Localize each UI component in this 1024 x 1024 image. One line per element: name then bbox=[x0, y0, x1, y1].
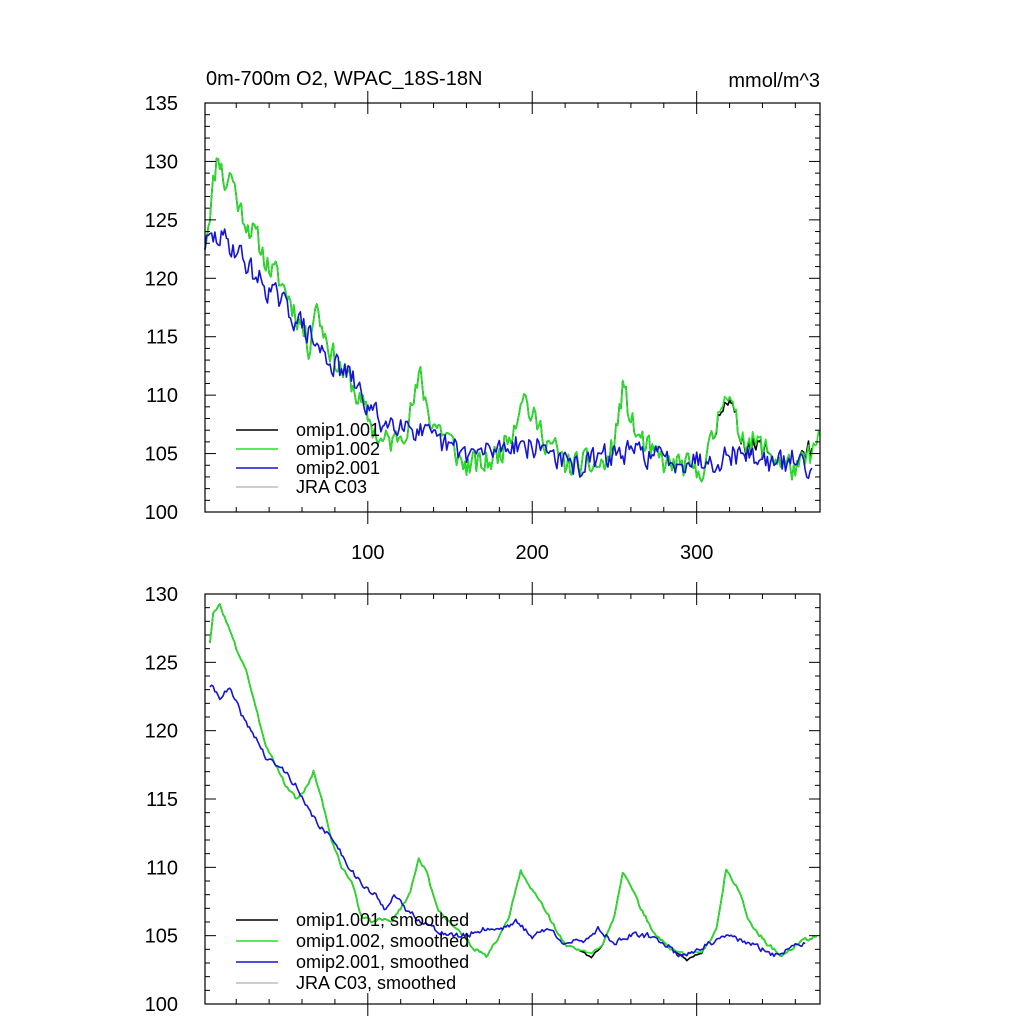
y-tick-label: 110 bbox=[146, 385, 178, 407]
y-tick-label: 135 bbox=[145, 93, 178, 115]
series-line-omip1-001-smoothed bbox=[209, 603, 817, 962]
series-line-omip2-001-smoothed bbox=[209, 684, 806, 958]
y-tick-label: 130 bbox=[145, 584, 178, 606]
legend-label: omip1.002, smoothed bbox=[296, 931, 469, 951]
top-axis-ticks: 100 105 110 115 120 125 130 135 100 200 300 bbox=[145, 91, 820, 564]
series-line-omip1-002-smoothed bbox=[209, 603, 817, 958]
top-series-layer bbox=[204, 157, 821, 483]
bottom-plot-frame bbox=[204, 593, 821, 1005]
y-tick-label: 100 bbox=[145, 994, 178, 1016]
y-tick-label: 105 bbox=[145, 926, 178, 948]
bottom-panel: 100 105 110 115 120 125 130 omip1.001, smoothe… bbox=[145, 582, 821, 1016]
legend-label: omip2.001 bbox=[296, 458, 380, 478]
y-tick-label: 125 bbox=[145, 652, 178, 674]
legend-label: omip1.002 bbox=[296, 439, 380, 459]
y-tick-label: 120 bbox=[145, 721, 178, 743]
y-tick-label: 100 bbox=[145, 502, 178, 524]
series-line-omip1-002 bbox=[204, 157, 821, 483]
legend-label: omip1.001, smoothed bbox=[296, 910, 469, 930]
bottom-series-layer bbox=[209, 603, 817, 962]
top-panel-units: mmol/m^3 bbox=[728, 70, 820, 92]
x-tick-label: 200 bbox=[516, 542, 549, 564]
y-tick-label: 130 bbox=[145, 151, 178, 173]
y-tick-label: 105 bbox=[145, 444, 178, 466]
y-tick-label: 115 bbox=[146, 789, 178, 811]
x-tick-label: 100 bbox=[351, 542, 384, 564]
legend-label: JRA C03 bbox=[296, 477, 367, 497]
y-tick-label: 125 bbox=[145, 210, 178, 232]
y-tick-label: 115 bbox=[146, 327, 178, 349]
series-line-omip2-001 bbox=[204, 228, 813, 480]
bottom-axis-ticks: 100 105 110 115 120 125 130 bbox=[145, 582, 820, 1016]
y-tick-label: 110 bbox=[146, 857, 178, 879]
legend-label: omip1.001 bbox=[296, 420, 380, 440]
top-plot-frame bbox=[204, 102, 821, 513]
legend-label: omip2.001, smoothed bbox=[296, 952, 469, 972]
top-panel: 0m-700m O2, WPAC_18S-18N mmol/m^3 100 105… bbox=[145, 68, 821, 564]
x-tick-label: 300 bbox=[680, 542, 713, 564]
top-panel-title: 0m-700m O2, WPAC_18S-18N bbox=[206, 68, 482, 90]
y-tick-label: 120 bbox=[145, 268, 178, 290]
legend-label: JRA C03, smoothed bbox=[296, 973, 456, 993]
